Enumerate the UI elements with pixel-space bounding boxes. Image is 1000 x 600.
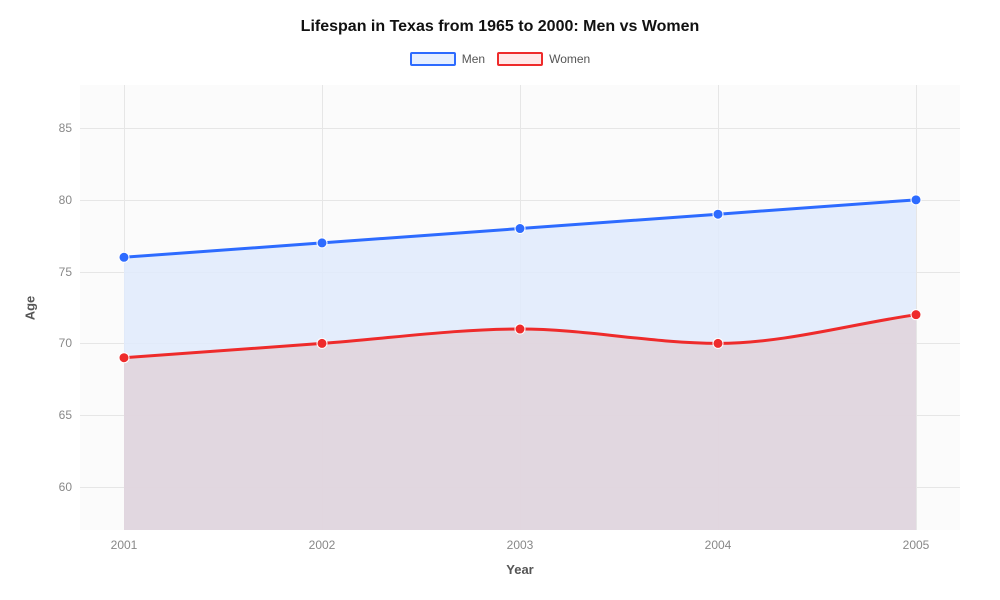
y-tick-label: 85 (59, 121, 80, 135)
legend-label-women: Women (549, 52, 590, 66)
data-point-men-1[interactable] (317, 238, 327, 248)
data-point-men-3[interactable] (713, 209, 723, 219)
legend-label-men: Men (462, 52, 485, 66)
y-tick-label: 80 (59, 193, 80, 207)
chart-container: Lifespan in Texas from 1965 to 2000: Men… (0, 0, 1000, 600)
plot-area: 60657075808520012002200320042005 (80, 85, 960, 530)
legend-swatch-men (410, 52, 456, 66)
legend-item-men[interactable]: Men (410, 52, 485, 66)
data-point-men-2[interactable] (515, 224, 525, 234)
data-point-women-3[interactable] (713, 338, 723, 348)
y-tick-label: 70 (59, 336, 80, 350)
x-tick-label: 2001 (111, 530, 138, 552)
series-svg (80, 85, 960, 530)
chart-title: Lifespan in Texas from 1965 to 2000: Men… (0, 18, 1000, 36)
data-point-women-1[interactable] (317, 338, 327, 348)
x-tick-label: 2004 (705, 530, 732, 552)
data-point-women-4[interactable] (911, 310, 921, 320)
data-point-women-0[interactable] (119, 353, 129, 363)
data-point-women-2[interactable] (515, 324, 525, 334)
x-tick-label: 2003 (507, 530, 534, 552)
x-tick-label: 2002 (309, 530, 336, 552)
y-tick-label: 60 (59, 480, 80, 494)
data-point-men-4[interactable] (911, 195, 921, 205)
legend-item-women[interactable]: Women (497, 52, 590, 66)
x-tick-label: 2005 (903, 530, 930, 552)
y-axis-title: Age (23, 295, 38, 320)
legend: Men Women (0, 52, 1000, 66)
y-tick-label: 65 (59, 408, 80, 422)
x-axis-title: Year (506, 562, 533, 577)
legend-swatch-women (497, 52, 543, 66)
y-tick-label: 75 (59, 265, 80, 279)
data-point-men-0[interactable] (119, 252, 129, 262)
